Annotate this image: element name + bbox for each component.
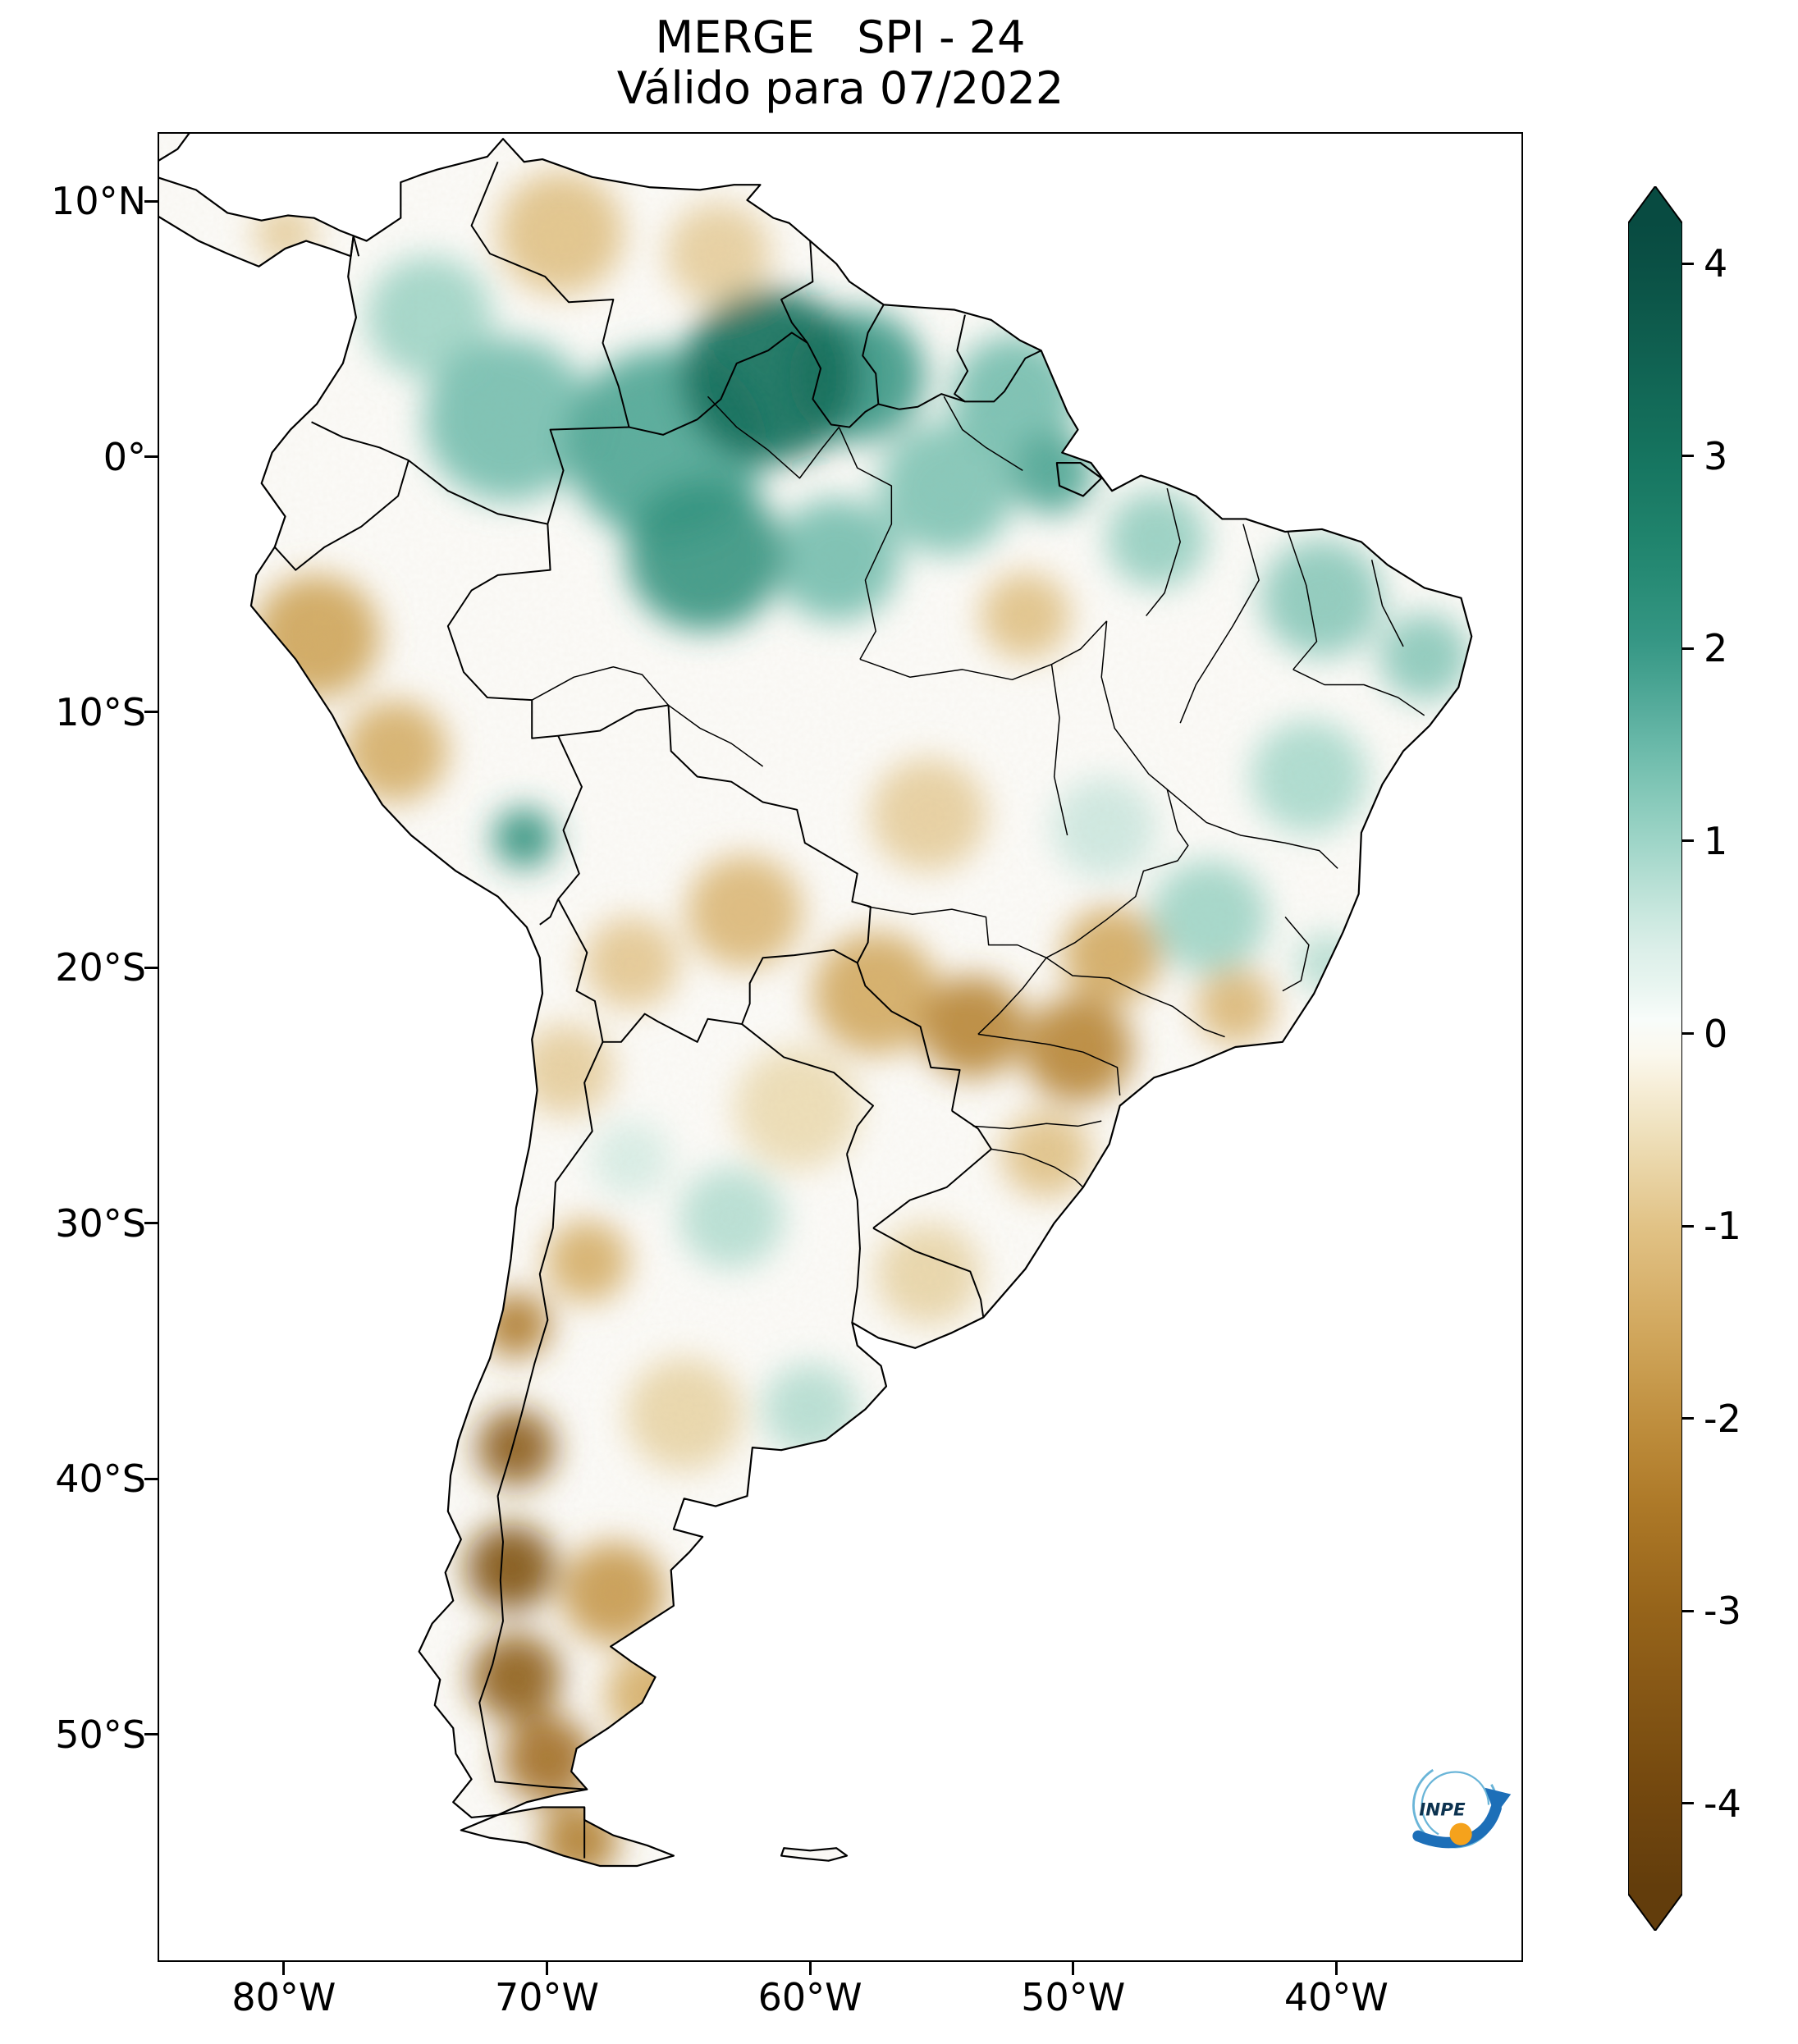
colorbar-tick-mark (1682, 1609, 1694, 1612)
y-tick-label: 30°S (55, 1200, 146, 1246)
colorbar-tick-mark (1682, 1802, 1694, 1805)
colorbar-tick-label: 1 (1704, 818, 1728, 863)
chart-title: MERGE SPI - 24 (655, 11, 1026, 63)
arrowhead-icon (1485, 1787, 1512, 1816)
x-tick-mark (282, 1962, 286, 1975)
colorbar-tick-mark (1682, 839, 1694, 843)
x-tick-label: 50°W (1021, 1975, 1126, 2019)
y-tick-label: 10°S (55, 689, 146, 734)
x-tick-label: 60°W (757, 1975, 862, 2019)
y-tick-label: 20°S (55, 945, 146, 990)
colorbar-tick-mark (1682, 455, 1694, 458)
y-tick-mark (144, 1733, 158, 1736)
colorbar-tick-label: 3 (1704, 433, 1728, 478)
colorbar-tick-label: -1 (1704, 1204, 1741, 1249)
y-tick-mark (144, 966, 158, 969)
spi-field (159, 134, 1472, 1867)
colorbar-tick-label: 4 (1704, 241, 1728, 286)
inpe-logo-graphic: INPE (1412, 1762, 1512, 1849)
colorbar-tick-mark (1682, 1417, 1694, 1420)
y-tick-label: 10°N (51, 179, 146, 224)
colorbar: 4 3 2 1 0 -1 -2 -3 -4 (1628, 186, 1798, 1975)
colorbar-tick-label: -2 (1704, 1396, 1741, 1441)
y-tick-mark (144, 455, 158, 459)
y-tick-mark (144, 1222, 158, 1225)
x-tick-mark (1072, 1962, 1075, 1975)
y-tick-mark (144, 1477, 158, 1480)
x-tick-label: 40°W (1283, 1975, 1389, 2019)
chart-subtitle: Válido para 07/2022 (616, 62, 1064, 114)
y-tick-mark (144, 711, 158, 714)
colorbar-tick-label: -3 (1704, 1589, 1741, 1634)
y-tick-label: 40°S (55, 1456, 146, 1502)
x-tick-mark (1334, 1962, 1338, 1975)
south-america-spi-map (159, 134, 1473, 1868)
y-tick-mark (144, 199, 158, 203)
state-borders (531, 396, 1425, 1188)
x-tick-label: 80°W (231, 1975, 336, 2019)
x-tick-mark (808, 1962, 812, 1975)
colorbar-gradient (1628, 186, 1682, 1931)
colorbar-tick-mark (1682, 1032, 1694, 1035)
map-frame: INPE (158, 132, 1523, 1962)
y-tick-label: 50°S (55, 1712, 146, 1757)
colorbar-tick-mark (1682, 262, 1694, 265)
x-tick-label: 70°W (494, 1975, 600, 2019)
coastline (159, 134, 1473, 1868)
orange-dot-icon (1449, 1822, 1472, 1845)
colorbar-tick-mark (1682, 1224, 1694, 1228)
x-tick-mark (546, 1962, 548, 1975)
colorbar-tick-mark (1682, 647, 1694, 650)
inpe-logo: INPE (1412, 1762, 1512, 1849)
colorbar-tick-label: 0 (1704, 1011, 1728, 1056)
y-tick-label: 0° (103, 434, 146, 479)
colorbar-tick-label: 2 (1704, 626, 1728, 671)
country-borders (274, 161, 1042, 1859)
colorbar-tick-label: -4 (1704, 1781, 1741, 1826)
inpe-logo-text: INPE (1419, 1800, 1466, 1821)
